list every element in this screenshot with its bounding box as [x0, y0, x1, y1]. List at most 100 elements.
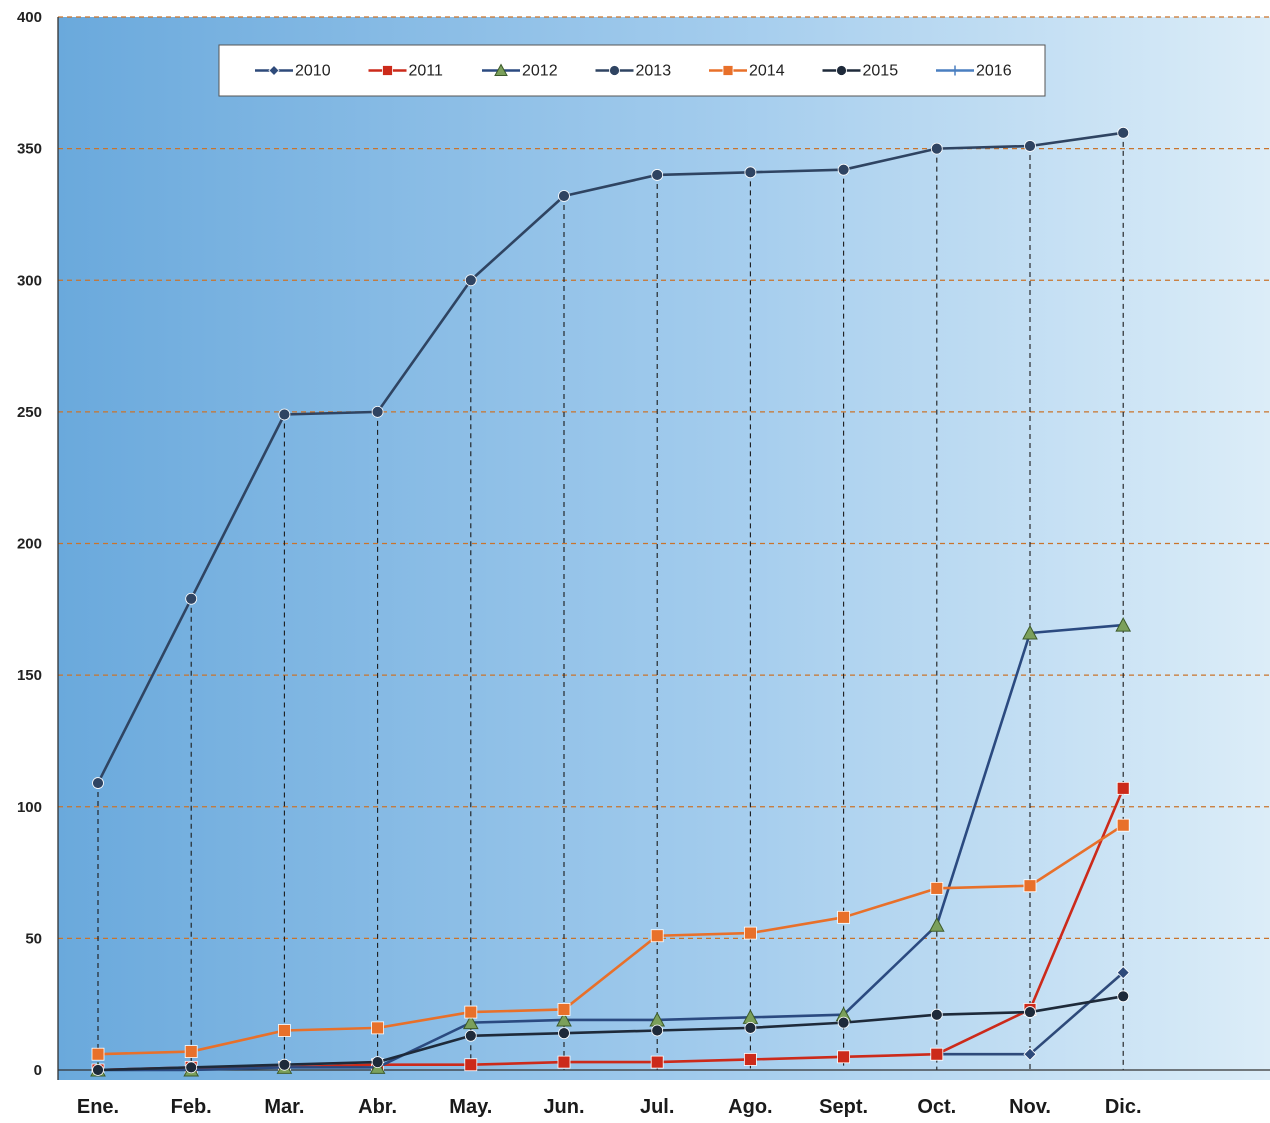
- y-tick-label: 350: [17, 141, 42, 158]
- legend-label: 2015: [863, 63, 899, 80]
- x-tick-label: Feb.: [171, 1096, 212, 1118]
- y-tick-label: 200: [17, 536, 42, 553]
- x-tick-label: May.: [449, 1096, 492, 1118]
- x-tick-label: Dic.: [1105, 1096, 1142, 1118]
- legend-marker: [609, 65, 620, 76]
- data-point-2014: [464, 1005, 478, 1019]
- legend-item-2012: 2012: [482, 63, 558, 80]
- data-point-2015: [837, 1016, 850, 1029]
- grid-lines: [58, 16, 1270, 939]
- x-tick-label: Jun.: [543, 1096, 584, 1118]
- data-point-2013: [930, 142, 943, 155]
- legend-item-2013: 2013: [595, 63, 672, 80]
- x-tick-label: Sept.: [819, 1096, 868, 1118]
- series-line-2012: [98, 623, 1124, 1072]
- data-point-2013: [744, 166, 757, 179]
- data-point-2012: [556, 1011, 572, 1027]
- legend-label: 2011: [409, 63, 444, 80]
- data-point-2014: [837, 910, 850, 924]
- data-point-2013: [464, 274, 477, 287]
- data-point-2014: [371, 1021, 385, 1035]
- legend-marker: [950, 65, 960, 76]
- data-point-2013: [371, 405, 384, 418]
- x-tick-label: Nov.: [1009, 1096, 1051, 1118]
- legend-label: 2013: [636, 63, 672, 80]
- data-point-2011: [1116, 781, 1130, 795]
- axes: [57, 17, 1270, 1080]
- data-point-2013: [278, 408, 291, 421]
- data-point-2013: [1024, 140, 1036, 152]
- plot-area: [58, 17, 1270, 1080]
- legend-label: 2012: [522, 63, 558, 80]
- data-point-2014: [1116, 818, 1130, 832]
- data-point-2013: [837, 163, 850, 176]
- data-point-2012: [1115, 617, 1132, 632]
- series-2015: [92, 990, 1130, 1076]
- series-line-2015: [97, 995, 1124, 1072]
- x-tick-label: Mar.: [264, 1096, 304, 1118]
- x-tick-label: Oct.: [917, 1096, 956, 1118]
- data-point-2013: [651, 169, 664, 181]
- series-2014: [91, 818, 1130, 1061]
- data-point-2012: [462, 1014, 479, 1030]
- data-point-2011: [650, 1055, 664, 1069]
- y-tick-label: 0: [34, 1062, 42, 1079]
- data-point-2012: [928, 917, 945, 932]
- series-2013: [92, 126, 1130, 789]
- data-point-2013: [1117, 126, 1130, 139]
- y-tick-label: 400: [17, 9, 42, 26]
- data-point-2014: [557, 1003, 571, 1016]
- data-point-2013: [185, 592, 198, 605]
- data-point-2011: [557, 1055, 571, 1069]
- y-tick-label: 150: [17, 667, 42, 684]
- x-tick-label: Ago.: [728, 1096, 772, 1118]
- legend-label: 2014: [749, 63, 785, 80]
- data-point-2015: [1117, 990, 1130, 1003]
- tick-labels: 0 50 100 150 200 250 300 350 400 Ene. Feb. Mar. Abr.…: [17, 9, 1142, 1118]
- data-point-2014: [184, 1045, 198, 1058]
- data-point-2015: [464, 1029, 477, 1042]
- legend-item-2016: 2016: [936, 63, 1012, 80]
- data-point-2014: [277, 1024, 291, 1037]
- data-point-2014: [650, 929, 664, 943]
- data-point-2015: [558, 1027, 570, 1040]
- data-point-2014: [1023, 879, 1037, 893]
- data-point-2013: [92, 777, 104, 789]
- x-tick-label: Jul.: [640, 1096, 674, 1118]
- data-point-2014: [930, 881, 944, 895]
- legend-marker: [722, 65, 734, 76]
- legend-label: 2010: [295, 63, 331, 80]
- data-point-2011: [744, 1053, 757, 1066]
- series-2012: [90, 617, 1132, 1077]
- data-point-2013: [558, 190, 570, 202]
- data-point-2011: [464, 1058, 478, 1072]
- series-line-2014: [97, 824, 1124, 1056]
- legend-marker: [494, 63, 508, 76]
- x-tick-label: Abr.: [358, 1096, 397, 1118]
- data-point-2015: [92, 1064, 104, 1076]
- legend-marker: [836, 65, 847, 76]
- legend-item-2015: 2015: [822, 63, 899, 80]
- data-point-2015: [185, 1061, 198, 1074]
- data-point-2010: [1116, 966, 1130, 980]
- data-point-2015: [1024, 1006, 1036, 1018]
- drop-lines: [97, 132, 1124, 1070]
- y-tick-label: 50: [25, 930, 42, 947]
- y-tick-label: 100: [17, 799, 42, 816]
- series-line-2013: [96, 131, 1124, 784]
- x-tick-label: Ene.: [77, 1096, 119, 1118]
- data-point-2011: [837, 1050, 850, 1064]
- legend: 2010 2011 2012 2013 2014 2015 2016: [218, 44, 1046, 97]
- data-point-2012: [1022, 624, 1038, 640]
- data-point-2015: [930, 1008, 943, 1021]
- legend-label: 2016: [976, 63, 1012, 80]
- data-point-2015: [651, 1024, 664, 1037]
- legend-marker: [382, 65, 393, 76]
- series-lines: [90, 126, 1132, 1077]
- data-point-2015: [744, 1021, 757, 1034]
- data-point-2014: [744, 926, 757, 940]
- legend-item-2010: 2010: [255, 63, 331, 80]
- data-point-2014: [91, 1047, 105, 1061]
- data-point-2010: [1023, 1047, 1037, 1061]
